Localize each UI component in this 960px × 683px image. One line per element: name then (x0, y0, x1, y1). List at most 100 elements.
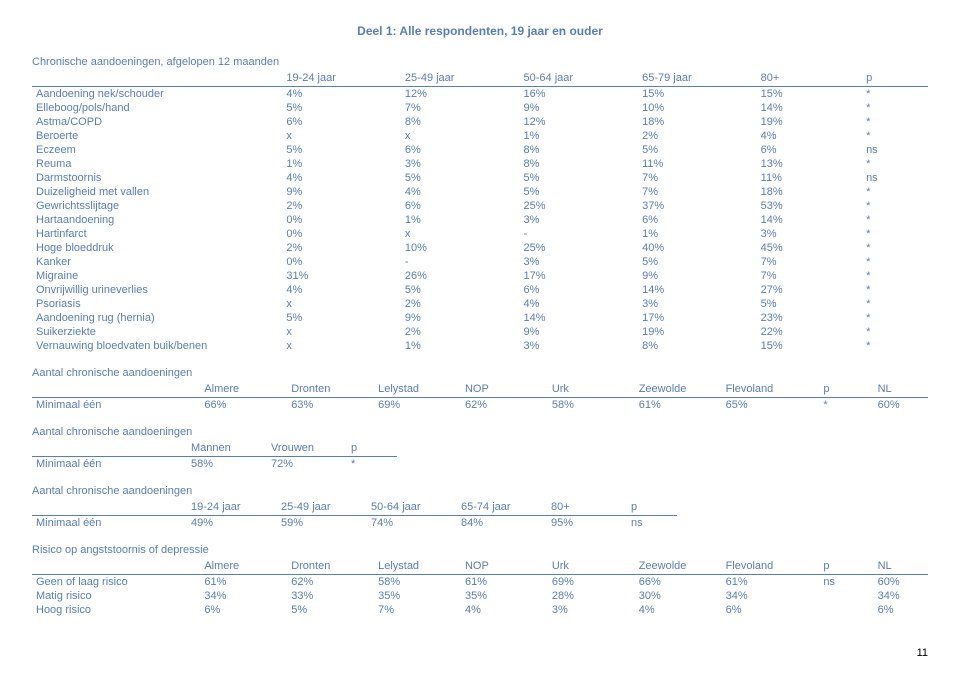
cell: 17% (520, 269, 639, 283)
cell: 15% (757, 87, 862, 102)
cell: 18% (638, 115, 757, 129)
cell: 23% (757, 311, 862, 325)
table-row: Hartinfarct0%x-1%3%* (32, 227, 928, 241)
column-header: Almere (200, 381, 287, 398)
cell: 62% (287, 575, 374, 590)
table-row: Suikerziektex2%9%19%22%* (32, 325, 928, 339)
cell: 74% (367, 516, 457, 531)
cell: * (862, 339, 928, 353)
cell: * (862, 157, 928, 171)
cell: 13% (757, 157, 862, 171)
cell: 10% (638, 101, 757, 115)
chronic-table: 19-24 jaar25-49 jaar50-64 jaar65-79 jaar… (32, 70, 928, 353)
chronic-title: Chronische aandoeningen, afgelopen 12 ma… (32, 56, 928, 68)
row-label: Suikerziekte (32, 325, 282, 339)
cell: 7% (757, 269, 862, 283)
risk-title: Risico op angststoornis of depressie (32, 544, 928, 556)
row-label: Eczeem (32, 143, 282, 157)
cell: 3% (520, 255, 639, 269)
table-row: Kanker0%-3%5%7%* (32, 255, 928, 269)
column-header: 25-49 jaar (401, 70, 520, 87)
cell: x (401, 227, 520, 241)
cell: 12% (520, 115, 639, 129)
cell: 1% (401, 339, 520, 353)
row-label: Hoge bloeddruk (32, 241, 282, 255)
cell: 4% (635, 603, 722, 617)
table-row: Astma/COPD6%8%12%18%19%* (32, 115, 928, 129)
cell: 8% (401, 115, 520, 129)
cell: 1% (282, 157, 401, 171)
cell: 11% (638, 157, 757, 171)
cell: 5% (282, 311, 401, 325)
cell: * (862, 129, 928, 143)
cell: 19% (757, 115, 862, 129)
column-header: p (627, 499, 677, 516)
cell: * (862, 283, 928, 297)
cell: 27% (757, 283, 862, 297)
cell: * (862, 185, 928, 199)
cell: 5% (282, 143, 401, 157)
count-sex-table: MannenVrouwenpMinimaal één58%72%* (32, 440, 397, 471)
cell: 0% (282, 255, 401, 269)
cell: 0% (282, 227, 401, 241)
cell: * (819, 398, 873, 413)
table-row: Migraine31%26%17%9%7%* (32, 269, 928, 283)
row-label: Reuma (32, 157, 282, 171)
cell: 19% (638, 325, 757, 339)
table-row: Reuma1%3%8%11%13%* (32, 157, 928, 171)
cell: 5% (287, 603, 374, 617)
cell: - (520, 227, 639, 241)
cell: 3% (638, 297, 757, 311)
column-header: 65-74 jaar (457, 499, 547, 516)
count-sex-title: Aantal chronische aandoeningen (32, 426, 928, 438)
cell: * (862, 87, 928, 102)
cell: 66% (635, 575, 722, 590)
column-header: Vrouwen (267, 440, 347, 457)
column-header: NL (874, 381, 928, 398)
cell: 7% (374, 603, 461, 617)
cell: 34% (200, 589, 287, 603)
cell: x (282, 325, 401, 339)
column-header: 80+ (547, 499, 627, 516)
cell: 15% (757, 339, 862, 353)
cell: 2% (401, 325, 520, 339)
cell: 4% (461, 603, 548, 617)
cell: 14% (757, 213, 862, 227)
cell: 6% (874, 603, 928, 617)
cell: 34% (722, 589, 820, 603)
cell: 18% (757, 185, 862, 199)
cell: * (862, 255, 928, 269)
cell: 33% (287, 589, 374, 603)
cell: * (862, 101, 928, 115)
column-header: 65-79 jaar (638, 70, 757, 87)
cell: 6% (757, 143, 862, 157)
cell: 40% (638, 241, 757, 255)
cell: 6% (401, 199, 520, 213)
cell: 6% (282, 115, 401, 129)
cell: * (862, 199, 928, 213)
column-header: Dronten (287, 558, 374, 575)
table-row: Matig risico34%33%35%35%28%30%34%34% (32, 589, 928, 603)
row-label: Aandoening rug (hernia) (32, 311, 282, 325)
table-row: Minimaal één66%63%69%62%58%61%65%*60% (32, 398, 928, 413)
page-number: 11 (32, 647, 928, 659)
cell: * (862, 227, 928, 241)
cell: 5% (757, 297, 862, 311)
cell (819, 589, 873, 603)
table-row: Darmstoornis4%5%5%7%11%ns (32, 171, 928, 185)
row-label: Onvrijwillig urineverlies (32, 283, 282, 297)
cell: x (282, 339, 401, 353)
cell: 25% (520, 241, 639, 255)
row-label: Elleboog/pols/hand (32, 101, 282, 115)
cell: 9% (520, 101, 639, 115)
row-label-header (32, 558, 200, 575)
cell: 7% (638, 171, 757, 185)
cell: 7% (757, 255, 862, 269)
cell: 7% (638, 185, 757, 199)
cell: * (862, 213, 928, 227)
cell: 4% (757, 129, 862, 143)
row-label: Kanker (32, 255, 282, 269)
cell: 37% (638, 199, 757, 213)
column-header: Urk (548, 381, 635, 398)
row-label: Vernauwing bloedvaten buik/benen (32, 339, 282, 353)
